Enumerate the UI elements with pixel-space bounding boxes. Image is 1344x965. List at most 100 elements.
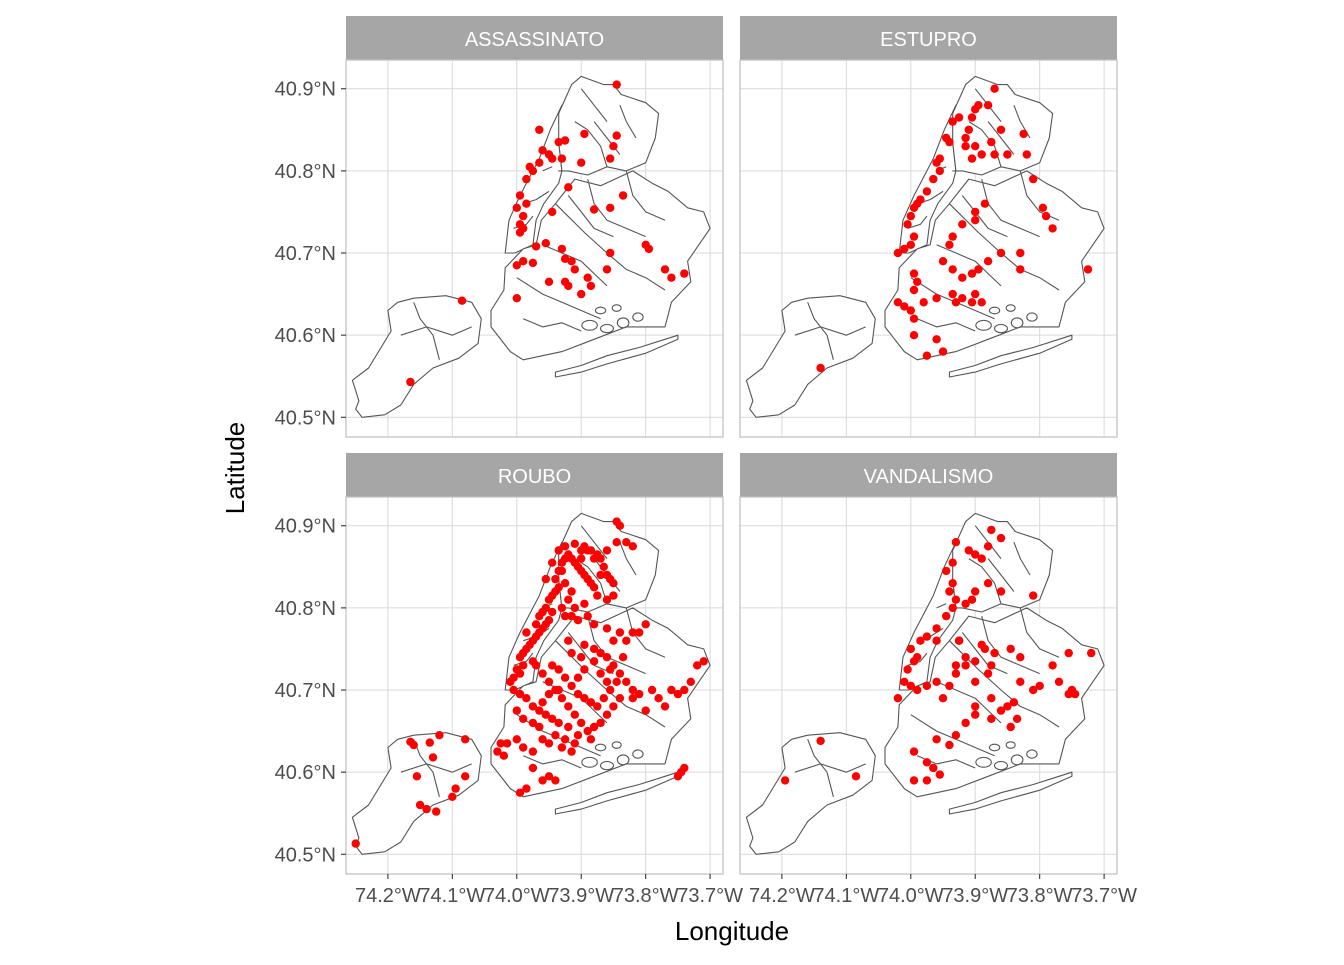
crime-point bbox=[557, 694, 567, 703]
crime-point bbox=[612, 131, 621, 140]
crime-point bbox=[938, 257, 948, 266]
district-boundary bbox=[981, 178, 1040, 238]
crime-point bbox=[686, 677, 695, 686]
crime-point bbox=[544, 277, 554, 286]
crime-point bbox=[522, 174, 531, 184]
jamaica-bay-island bbox=[581, 319, 598, 331]
crime-point bbox=[612, 538, 621, 547]
crime-point bbox=[615, 521, 625, 530]
crime-point bbox=[996, 533, 1006, 543]
crime-point bbox=[351, 839, 360, 848]
jamaica-bay-island bbox=[994, 323, 1008, 334]
crime-point bbox=[971, 216, 980, 225]
jamaica-bay-island bbox=[1026, 749, 1038, 759]
district-boundary bbox=[522, 318, 582, 332]
crime-point bbox=[602, 710, 612, 719]
district-boundary bbox=[807, 739, 834, 797]
crime-point bbox=[580, 694, 589, 703]
crime-point bbox=[535, 706, 544, 715]
crime-point bbox=[983, 579, 993, 588]
crime-point bbox=[602, 595, 612, 604]
rockaway-outline bbox=[948, 771, 1073, 815]
crime-point bbox=[512, 735, 521, 744]
crime-point bbox=[974, 265, 983, 274]
crime-points bbox=[406, 80, 689, 387]
crime-point bbox=[519, 743, 528, 752]
district-boundary bbox=[625, 607, 666, 658]
crime-point bbox=[906, 644, 915, 654]
crime-point bbox=[612, 80, 621, 89]
y-tick-label: 40.8°N bbox=[275, 598, 336, 620]
crime-point bbox=[951, 538, 961, 547]
crime-point bbox=[615, 694, 625, 703]
y-axis-ticks: 40.5°N 40.6°N 40.7°N 40.8°N 40.9°N 40.5°N 40.6… bbox=[275, 79, 346, 866]
facet-strip bbox=[740, 16, 1117, 60]
crime-point bbox=[977, 298, 986, 307]
bronx-outline bbox=[952, 512, 1054, 613]
crime-point bbox=[961, 599, 970, 608]
crime-point bbox=[967, 154, 977, 163]
y-tick-label: 40.7°N bbox=[275, 243, 336, 265]
crime-point bbox=[544, 689, 554, 699]
crime-point bbox=[816, 363, 825, 373]
crime-point bbox=[987, 137, 996, 147]
crime-point bbox=[628, 628, 637, 637]
district-boundary bbox=[587, 178, 646, 238]
crime-point bbox=[961, 661, 970, 670]
crime-point bbox=[541, 710, 550, 719]
staten-island-outline bbox=[351, 732, 482, 855]
crime-point bbox=[573, 731, 583, 740]
crime-point bbox=[1041, 211, 1051, 221]
crime-point bbox=[1016, 677, 1025, 686]
crime-point bbox=[1016, 265, 1025, 274]
crime-point bbox=[913, 653, 922, 662]
crime-point bbox=[699, 657, 708, 666]
crime-point bbox=[987, 694, 996, 703]
crime-point bbox=[602, 265, 612, 274]
crime-point bbox=[509, 673, 518, 682]
district-boundary bbox=[619, 105, 637, 139]
crime-point bbox=[509, 685, 518, 695]
crime-point bbox=[512, 706, 521, 715]
crime-point bbox=[951, 661, 961, 670]
crime-point bbox=[964, 546, 973, 555]
district-boundary bbox=[794, 763, 866, 773]
facet-strip-label: ROUBO bbox=[498, 466, 571, 488]
district-boundary bbox=[542, 166, 553, 172]
crime-point bbox=[544, 677, 554, 686]
district-boundary bbox=[1019, 607, 1060, 658]
crime-point bbox=[519, 661, 528, 670]
district-boundary bbox=[619, 542, 637, 576]
crime-point bbox=[922, 758, 932, 767]
crime-point bbox=[971, 550, 980, 559]
crime-point bbox=[538, 146, 547, 155]
crime-point bbox=[971, 587, 980, 596]
crime-point bbox=[583, 611, 592, 621]
crime-point bbox=[409, 740, 418, 750]
crime-point bbox=[560, 579, 570, 588]
crime-point bbox=[1070, 689, 1080, 699]
x-axis-ticks: 74.2°W74.1°W74.0°W73.9°W73.8°W73.7°W 74.2… bbox=[355, 874, 1137, 907]
facet-panel: ROUBO bbox=[345, 453, 724, 875]
crime-point bbox=[583, 726, 592, 736]
crime-point bbox=[606, 154, 615, 163]
queens-brooklyn-outline bbox=[490, 607, 711, 798]
district-boundary bbox=[413, 302, 440, 360]
crime-point bbox=[929, 174, 938, 184]
crime-point bbox=[893, 248, 903, 258]
crime-point bbox=[528, 747, 538, 756]
crime-point bbox=[922, 681, 932, 691]
crime-point bbox=[580, 129, 589, 139]
crime-point bbox=[602, 546, 612, 555]
crime-point bbox=[932, 735, 941, 744]
district-boundary bbox=[936, 603, 947, 609]
crime-point bbox=[816, 736, 825, 746]
crime-point bbox=[673, 772, 683, 781]
crime-point bbox=[635, 628, 644, 637]
crime-point bbox=[660, 702, 670, 711]
crime-point bbox=[922, 187, 932, 196]
jamaica-bay-island bbox=[1005, 304, 1016, 312]
crime-point bbox=[932, 624, 941, 633]
crime-point bbox=[557, 154, 567, 163]
crime-point bbox=[967, 269, 977, 278]
